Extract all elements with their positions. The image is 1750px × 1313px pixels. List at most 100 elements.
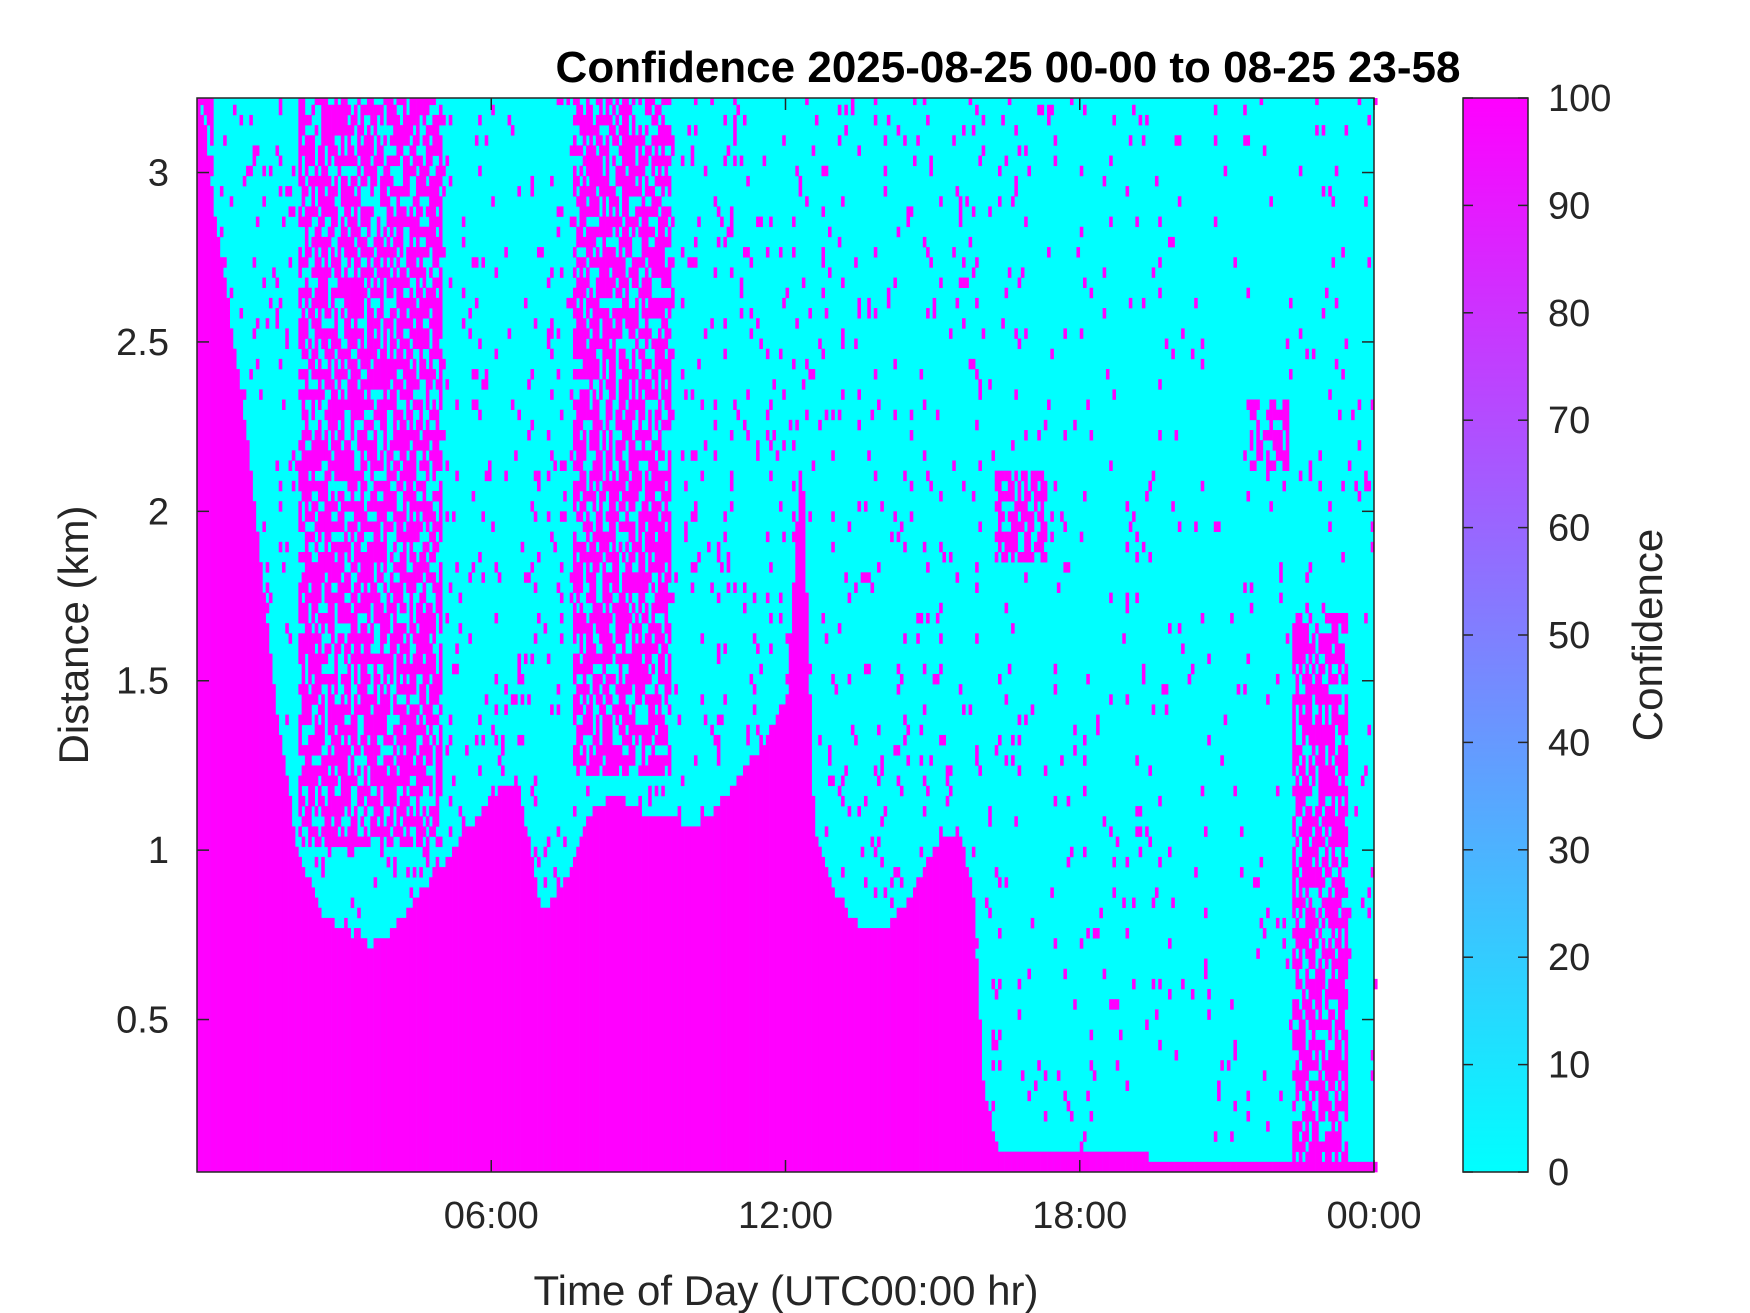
heatmap-cell [615, 440, 620, 461]
heatmap-cell [1344, 907, 1349, 980]
heatmap-cell [710, 724, 714, 736]
heatmap-cell [746, 430, 750, 441]
heatmap-cell [262, 277, 266, 289]
heatmap-cell [651, 114, 656, 126]
heatmap-cell [628, 653, 633, 695]
heatmap-cell [1360, 897, 1365, 909]
heatmap-cell [350, 714, 355, 746]
heatmap-cell [425, 369, 430, 410]
heatmap-cell [873, 98, 878, 106]
heatmap-cell [376, 501, 381, 583]
heatmap-cell [1145, 1019, 1149, 1030]
heatmap-cell [792, 480, 796, 492]
heatmap-cell [1367, 257, 1372, 268]
heatmap-cell [579, 684, 584, 695]
heatmap-cell [703, 165, 708, 177]
heatmap-cell [520, 541, 525, 553]
heatmap-cell [1318, 958, 1322, 1031]
heatmap-cell [808, 694, 812, 1173]
heatmap-cell [1066, 562, 1071, 573]
heatmap-cell [1370, 1161, 1375, 1173]
heatmap-cell [1370, 399, 1375, 410]
heatmap-cell [916, 633, 920, 644]
heatmap-cell [1125, 186, 1130, 197]
heatmap-cell [347, 104, 351, 116]
heatmap-cell [847, 521, 852, 532]
heatmap-cell [1037, 470, 1041, 482]
heatmap-cell [1020, 501, 1025, 532]
heatmap-cell [298, 389, 302, 400]
heatmap-cell [360, 623, 365, 644]
heatmap-cell [301, 633, 306, 726]
heatmap-cell [1347, 948, 1352, 959]
heatmap-cell [533, 318, 538, 329]
heatmap-cell [474, 816, 479, 1173]
heatmap-cell [282, 216, 286, 228]
heatmap-cell [700, 399, 705, 410]
heatmap-cell [612, 470, 616, 593]
heatmap-cell [644, 175, 649, 197]
heatmap-cell [1135, 1151, 1139, 1173]
heatmap-cell [556, 826, 561, 837]
heatmap-cell [533, 511, 538, 522]
heatmap-cell [618, 216, 623, 228]
heatmap-cell [595, 247, 600, 268]
heatmap-cell [1063, 562, 1067, 573]
heatmap-cell [841, 867, 845, 878]
heatmap-cell [631, 572, 636, 593]
heatmap-cell [1328, 633, 1332, 685]
heatmap-cell [1099, 1151, 1103, 1173]
heatmap-cell [1285, 958, 1290, 970]
heatmap-cell [474, 369, 479, 380]
heatmap-cell [1285, 1161, 1290, 1173]
heatmap-cell [576, 277, 580, 299]
heatmap-cell [746, 247, 750, 258]
heatmap-cell [994, 1141, 999, 1173]
heatmap-cell [543, 623, 548, 634]
heatmap-cell [572, 856, 577, 1173]
y-axis-label: Distance (km) [50, 505, 97, 764]
heatmap-cell [445, 460, 450, 471]
heatmap-cell [501, 765, 505, 776]
heatmap-cell [530, 785, 535, 797]
heatmap-cell [599, 450, 603, 482]
heatmap-cell [1249, 602, 1254, 614]
heatmap-cell [1272, 1161, 1277, 1173]
heatmap-cell [337, 511, 342, 532]
heatmap-cell [945, 836, 950, 1173]
heatmap-cell [376, 358, 381, 390]
heatmap-cell [376, 460, 381, 471]
heatmap-cell [357, 531, 361, 563]
heatmap-cell [608, 114, 613, 136]
heatmap-cell [455, 562, 459, 573]
heatmap-cell [1001, 491, 1005, 502]
heatmap-cell [1001, 114, 1005, 126]
heatmap-cell [383, 318, 387, 451]
heatmap-cell [327, 450, 332, 482]
heatmap-cell [664, 236, 669, 248]
heatmap-cell [752, 633, 757, 644]
heatmap-cell [981, 1080, 986, 1173]
heatmap-cell [1256, 948, 1260, 959]
heatmap-cell [331, 592, 335, 644]
heatmap-cell [877, 928, 881, 1173]
heatmap-cell [667, 297, 672, 319]
heatmap-cell [1076, 1151, 1081, 1173]
heatmap-cell [844, 765, 848, 776]
heatmap-cell [922, 663, 927, 675]
heatmap-cell [1014, 125, 1018, 136]
heatmap-cell [792, 440, 796, 451]
heatmap-cell [625, 409, 629, 441]
heatmap-cell [644, 145, 649, 167]
heatmap-cell [1239, 1161, 1244, 1173]
heatmap-cell [363, 399, 368, 410]
y-tick-label: 2.5 [116, 322, 169, 364]
heatmap-cell [716, 714, 721, 726]
heatmap-cell [680, 369, 685, 380]
heatmap-cell [1017, 765, 1022, 776]
heatmap-cell [831, 673, 835, 685]
heatmap-cell [1089, 430, 1094, 441]
heatmap-cell [1171, 501, 1175, 512]
heatmap-cell [1020, 1070, 1025, 1081]
heatmap-cell [716, 806, 721, 1173]
